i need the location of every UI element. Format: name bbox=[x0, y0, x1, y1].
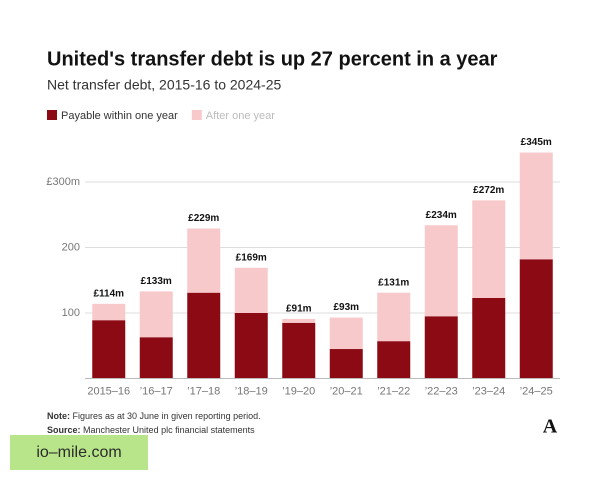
bar-segment bbox=[519, 259, 553, 379]
total-label: £345m bbox=[521, 137, 552, 148]
note-label: Note: bbox=[47, 411, 70, 421]
x-tick-label: ’18–19 bbox=[235, 385, 268, 397]
total-label: £131m bbox=[378, 277, 409, 288]
source-label: Source: bbox=[47, 425, 81, 435]
bar-segment bbox=[329, 317, 363, 350]
logo: A bbox=[543, 416, 558, 438]
bar-segment bbox=[282, 322, 316, 379]
total-label: £272m bbox=[473, 185, 504, 196]
x-tick-label: ’19–20 bbox=[282, 385, 315, 397]
bar-segment bbox=[519, 152, 553, 260]
x-tick-label: ’23–24 bbox=[472, 385, 505, 397]
bar-segment bbox=[139, 337, 173, 379]
total-label: £114m bbox=[93, 288, 124, 299]
x-tick-label: 2015–16 bbox=[87, 385, 130, 397]
bar-segment bbox=[92, 320, 126, 379]
watermark: io–mile.com bbox=[36, 444, 121, 461]
bar-segment bbox=[234, 313, 268, 379]
total-label: £133m bbox=[141, 276, 172, 287]
x-tick-label: ’17–18 bbox=[187, 385, 220, 397]
bar-segment bbox=[472, 297, 506, 379]
bar-segment bbox=[424, 316, 458, 379]
source: Source: Manchester United plc financial … bbox=[47, 425, 255, 435]
y-tick-label: 200 bbox=[62, 241, 80, 253]
total-label: £234m bbox=[426, 210, 457, 221]
x-tick-label: ’22–23 bbox=[425, 385, 458, 397]
bar-segment bbox=[424, 225, 458, 317]
total-label: £229m bbox=[188, 213, 219, 224]
y-tick-label: 100 bbox=[62, 307, 80, 319]
x-tick-label: ’24–25 bbox=[520, 385, 553, 397]
bar-segment bbox=[234, 267, 268, 313]
chart-subtitle: Net transfer debt, 2015-16 to 2024-25 bbox=[47, 77, 281, 93]
y-tick-label: £300m bbox=[46, 176, 80, 188]
watermark-box bbox=[10, 435, 148, 470]
bar-segment bbox=[139, 291, 173, 338]
total-label: £169m bbox=[236, 252, 267, 263]
total-label: £93m bbox=[333, 302, 359, 313]
bar-segment bbox=[92, 303, 126, 321]
bar-segment bbox=[377, 341, 411, 379]
bar-segment bbox=[472, 200, 506, 298]
bar-segment bbox=[187, 292, 221, 379]
x-tick-label: ’21–22 bbox=[377, 385, 410, 397]
bar-segment bbox=[377, 292, 411, 342]
chart-title: United's transfer debt is up 27 percent … bbox=[47, 48, 498, 70]
legend-label: Payable within one year bbox=[61, 110, 178, 122]
legend-swatch bbox=[191, 110, 202, 120]
bar-segment bbox=[282, 318, 316, 323]
total-label: £91m bbox=[286, 304, 312, 315]
legend-label: After one year bbox=[206, 110, 275, 122]
note: Note: Figures as at 30 June in given rep… bbox=[47, 411, 261, 421]
note-text: Figures as at 30 June in given reporting… bbox=[73, 411, 261, 421]
source-text: Manchester United plc financial statemen… bbox=[83, 425, 255, 435]
legend-swatch bbox=[47, 110, 57, 120]
x-tick-label: ’20–21 bbox=[330, 385, 363, 397]
bar-segment bbox=[187, 228, 221, 293]
bar-segment bbox=[329, 349, 363, 379]
x-tick-label: ’16–17 bbox=[140, 385, 173, 397]
